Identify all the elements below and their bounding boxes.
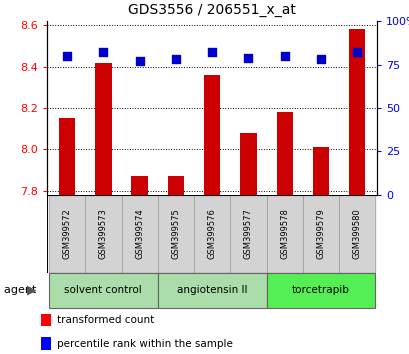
Text: GSM399576: GSM399576 (207, 208, 216, 259)
Bar (266, 273, 375, 308)
Text: GSM399573: GSM399573 (99, 208, 108, 259)
Text: GSM399575: GSM399575 (171, 208, 180, 259)
Bar (302, 195, 338, 273)
Text: solvent control: solvent control (64, 285, 142, 295)
Text: agent: agent (4, 285, 40, 295)
Text: GSM399579: GSM399579 (316, 208, 325, 259)
Bar (95, 63, 111, 195)
Bar (157, 273, 266, 308)
Bar (266, 195, 302, 273)
Point (100, 50, 106, 55)
Text: GSM399578: GSM399578 (279, 208, 288, 259)
Text: ▶: ▶ (27, 284, 36, 297)
Bar (157, 195, 193, 273)
Bar (41, 337, 51, 350)
Text: GSM399577: GSM399577 (243, 208, 252, 259)
Text: GSM399572: GSM399572 (63, 208, 72, 259)
Point (245, 55, 251, 61)
Bar (121, 195, 157, 273)
Bar (59, 118, 75, 195)
Point (317, 57, 324, 62)
Bar (312, 147, 328, 195)
Bar (49, 273, 157, 308)
Text: percentile rank within the sample: percentile rank within the sample (57, 339, 233, 349)
Bar (85, 195, 121, 273)
Bar (167, 176, 184, 195)
Point (172, 57, 179, 62)
Point (64, 53, 70, 59)
Text: transformed count: transformed count (57, 315, 154, 325)
Text: torcetrapib: torcetrapib (291, 285, 349, 295)
Bar (204, 75, 220, 195)
Bar (193, 195, 230, 273)
Bar (131, 176, 147, 195)
Point (353, 50, 360, 55)
Text: angiotensin II: angiotensin II (177, 285, 247, 295)
Bar (49, 195, 85, 273)
Title: GDS3556 / 206551_x_at: GDS3556 / 206551_x_at (128, 4, 295, 17)
Point (136, 58, 143, 64)
Bar (338, 195, 375, 273)
Bar (41, 314, 51, 326)
Text: GSM399574: GSM399574 (135, 208, 144, 259)
Bar (348, 29, 364, 195)
Bar (230, 195, 266, 273)
Bar (276, 112, 292, 195)
Point (281, 53, 287, 59)
Point (209, 50, 215, 55)
Bar (240, 133, 256, 195)
Text: GSM399580: GSM399580 (352, 208, 361, 259)
